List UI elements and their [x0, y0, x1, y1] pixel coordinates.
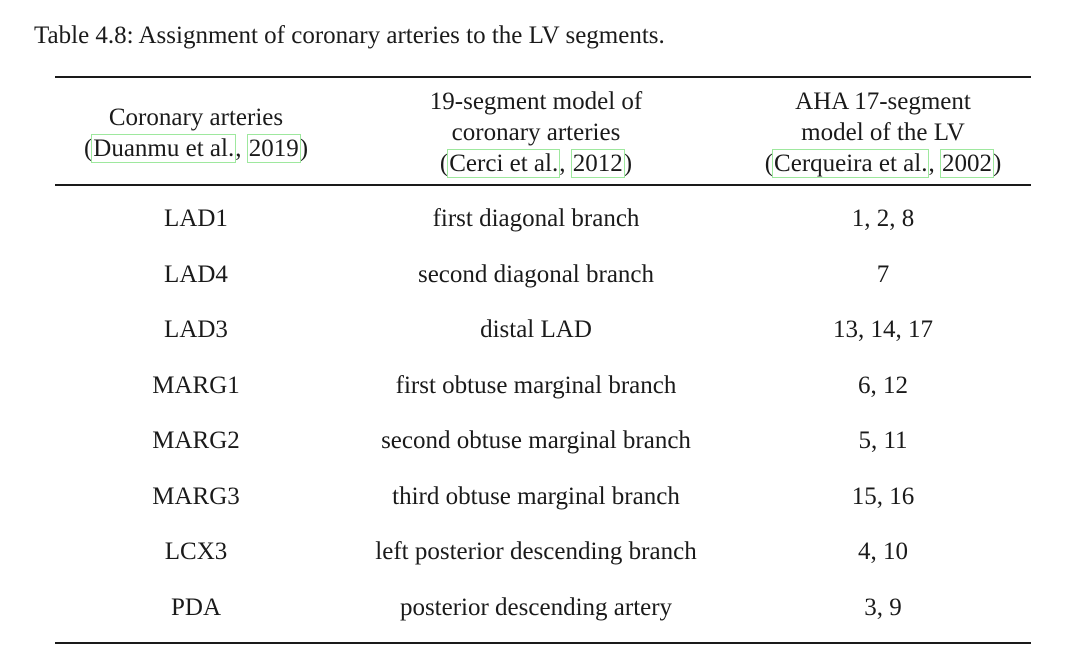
cell-19-segment: left posterior descending branch [375, 538, 697, 566]
cite-open-paren: ( [439, 150, 449, 177]
cell-artery: MARG2 [152, 427, 240, 455]
header-col2-line1: 19-segment model of [429, 88, 643, 115]
cell-artery: LAD1 [164, 205, 228, 233]
cell-aha-17: 3, 9 [864, 593, 902, 621]
table-caption: Table 4.8: Assignment of coronary arteri… [34, 22, 665, 49]
cell-aha-17: 7 [876, 260, 890, 288]
header-col2-line2: coronary arteries [451, 119, 621, 146]
citation-link-duanmu-year[interactable]: 2019 [246, 133, 301, 163]
cell-19-segment: distal LAD [480, 316, 592, 344]
table-row: LAD3 distal LAD 13, 14, 17 [55, 303, 1031, 359]
cell-19-segment: first obtuse marginal branch [395, 371, 677, 399]
citation-link-duanmu[interactable]: Duanmu et al. [91, 133, 237, 163]
header-col2-citation: (Cerci et al., 2012) [337, 148, 735, 179]
cell-19-segment: posterior descending artery [399, 593, 673, 621]
header-col1-line1: Coronary arteries [108, 103, 284, 131]
cell-19-segment: second diagonal branch [417, 260, 655, 288]
cell-artery: PDA [170, 593, 221, 621]
cite-open-paren: ( [83, 134, 93, 162]
cite-close-paren: ) [623, 150, 633, 177]
cell-19-segment: second obtuse marginal branch [381, 427, 691, 455]
cell-aha-17: 13, 14, 17 [833, 316, 933, 344]
cell-19-segment: third obtuse marginal branch [392, 482, 680, 510]
header-19-segment-model: 19-segment model of coronary arteries (C… [337, 78, 735, 184]
table-row: MARG2 second obtuse marginal branch 5, 1… [55, 414, 1031, 470]
cell-aha-17: 1, 2, 8 [851, 205, 915, 233]
cite-separator: , [559, 150, 572, 177]
cell-artery: LAD3 [164, 316, 228, 344]
header-row: Coronary arteries (Duanmu et al., 2019) … [55, 78, 1031, 184]
cell-aha-17: 4, 10 [858, 538, 908, 566]
citation-link-cerqueira[interactable]: Cerqueira et al. [772, 149, 930, 178]
table-row: PDA posterior descending artery 3, 9 [55, 580, 1031, 642]
header-col3-citation: (Cerqueira et al., 2002) [735, 148, 1031, 179]
header-aha-17-segment-model: AHA 17-segment model of the LV (Cerqueir… [735, 78, 1031, 184]
citation-link-cerqueira-year[interactable]: 2002 [939, 149, 994, 178]
cell-artery: LCX3 [164, 538, 228, 566]
cite-close-paren: ) [992, 150, 1002, 177]
table-row: LAD4 second diagonal branch 7 [55, 247, 1031, 303]
cell-artery: LAD4 [164, 260, 228, 288]
cell-artery: MARG1 [152, 371, 240, 399]
cell-19-segment: first diagonal branch [432, 205, 640, 233]
cite-separator: , [928, 150, 941, 177]
cite-separator: , [235, 134, 248, 162]
table-top-rule [55, 76, 1031, 78]
cite-open-paren: ( [764, 150, 774, 177]
table-row: LCX3 left posterior descending branch 4,… [55, 525, 1031, 581]
table-row: MARG1 first obtuse marginal branch 6, 12 [55, 358, 1031, 414]
table-header-rule [55, 184, 1031, 186]
cite-close-paren: ) [299, 134, 309, 162]
cell-aha-17: 6, 12 [858, 371, 908, 399]
header-coronary-arteries: Coronary arteries (Duanmu et al., 2019) [55, 78, 337, 184]
citation-link-cerci-year[interactable]: 2012 [570, 149, 625, 178]
cell-aha-17: 15, 16 [851, 482, 915, 510]
table-container: Coronary arteries (Duanmu et al., 2019) … [55, 76, 1031, 644]
header-col3-line2: model of the LV [801, 119, 965, 146]
cell-artery: MARG3 [152, 482, 240, 510]
citation-link-cerci[interactable]: Cerci et al. [447, 149, 561, 178]
coronary-assignment-table: Coronary arteries (Duanmu et al., 2019) … [55, 78, 1031, 642]
header-col1-citation: (Duanmu et al., 2019) [55, 133, 337, 164]
table-bottom-rule [55, 641, 1031, 644]
header-col3-line1: AHA 17-segment [795, 88, 971, 115]
table-row: LAD1 first diagonal branch 1, 2, 8 [55, 186, 1031, 248]
cell-aha-17: 5, 11 [858, 427, 908, 455]
table-row: MARG3 third obtuse marginal branch 15, 1… [55, 469, 1031, 525]
